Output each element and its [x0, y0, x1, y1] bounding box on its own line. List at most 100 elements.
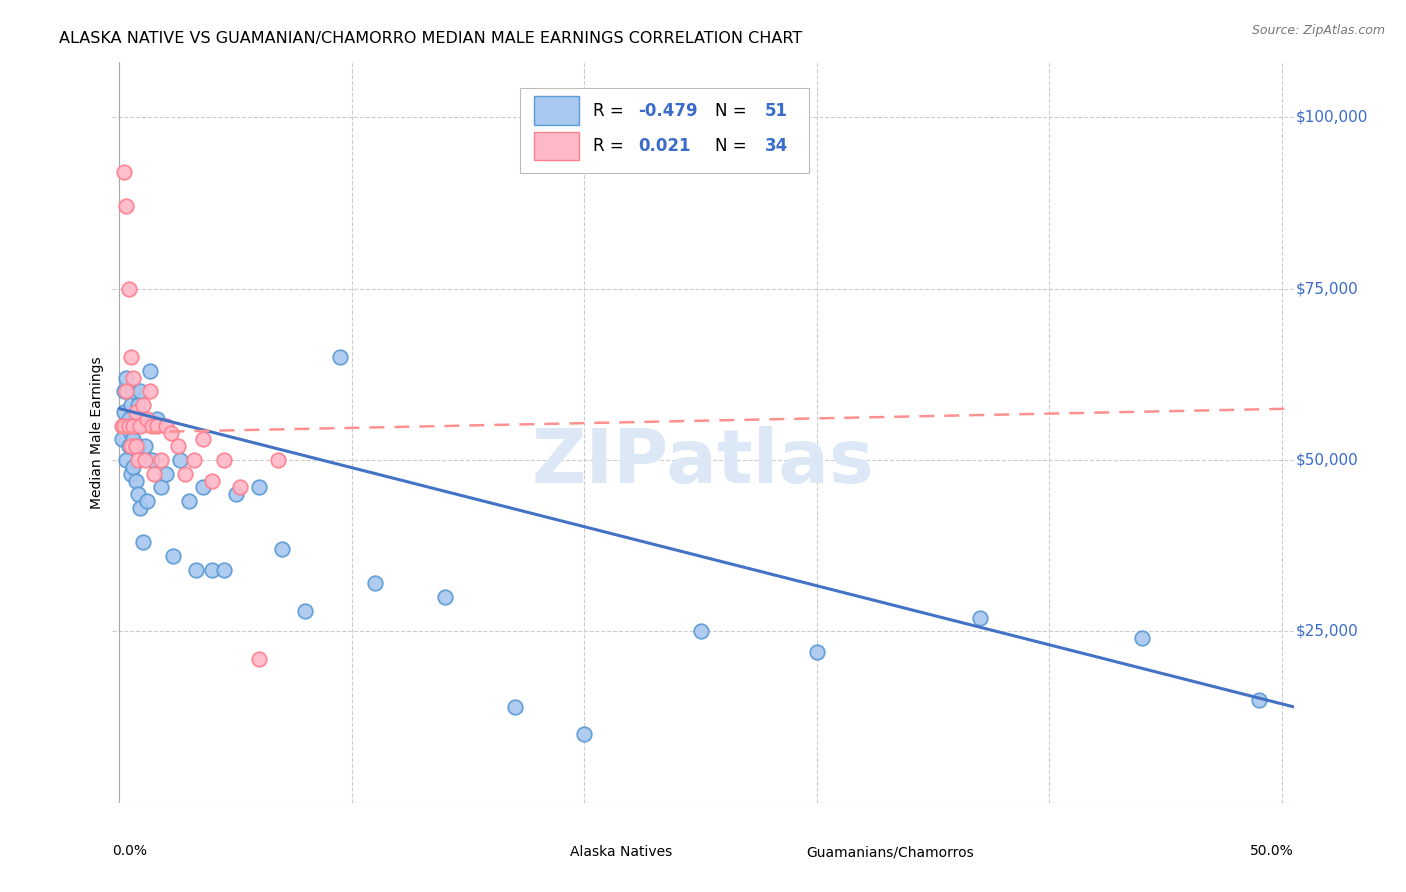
Point — [162, 549, 184, 563]
Point — [143, 467, 166, 481]
Point — [122, 433, 145, 447]
Text: 51: 51 — [765, 102, 787, 120]
Text: R =: R = — [593, 137, 628, 155]
Point — [125, 474, 148, 488]
Point — [150, 480, 173, 494]
Point — [225, 487, 247, 501]
Point — [125, 418, 148, 433]
Point — [201, 563, 224, 577]
Point — [969, 610, 991, 624]
Point — [112, 165, 135, 179]
Point — [433, 590, 456, 604]
Point — [150, 453, 173, 467]
Point — [191, 433, 214, 447]
Point — [247, 480, 270, 494]
Point — [129, 418, 152, 433]
Point — [136, 494, 159, 508]
Point — [120, 350, 142, 364]
Point — [169, 453, 191, 467]
Point — [131, 398, 153, 412]
Point — [271, 542, 294, 557]
Point — [266, 453, 288, 467]
Point — [122, 371, 145, 385]
Y-axis label: Median Male Earnings: Median Male Earnings — [90, 356, 104, 509]
Point — [503, 699, 526, 714]
Point — [201, 474, 224, 488]
Point — [155, 418, 177, 433]
Point — [806, 645, 828, 659]
Point — [173, 467, 195, 481]
Point — [120, 467, 142, 481]
Text: N =: N = — [714, 137, 752, 155]
Point — [115, 453, 138, 467]
Bar — [768, 841, 794, 863]
FancyBboxPatch shape — [520, 88, 810, 173]
Point — [125, 405, 148, 419]
Point — [112, 405, 135, 419]
Point — [115, 371, 138, 385]
Point — [129, 384, 152, 399]
Text: 0.021: 0.021 — [638, 137, 690, 155]
Point — [134, 439, 156, 453]
Point — [118, 282, 141, 296]
Point — [191, 480, 214, 494]
Point — [574, 727, 596, 741]
Point — [120, 439, 142, 453]
Point — [136, 412, 159, 426]
Point — [118, 412, 141, 426]
Point — [125, 439, 148, 453]
Point — [212, 563, 235, 577]
Point — [122, 459, 145, 474]
Point — [145, 418, 167, 433]
Point — [155, 467, 177, 481]
Bar — [534, 96, 579, 125]
Point — [294, 604, 316, 618]
Point — [138, 364, 160, 378]
Point — [118, 418, 141, 433]
Text: R =: R = — [593, 102, 628, 120]
Text: Alaska Natives: Alaska Natives — [569, 846, 672, 859]
Point — [141, 453, 163, 467]
Text: Source: ZipAtlas.com: Source: ZipAtlas.com — [1251, 24, 1385, 37]
Point — [111, 433, 134, 447]
Point — [131, 412, 153, 426]
Text: Guamanians/Chamorros: Guamanians/Chamorros — [806, 846, 973, 859]
Text: 0.0%: 0.0% — [112, 844, 148, 857]
Point — [127, 453, 149, 467]
Point — [127, 487, 149, 501]
Point — [134, 453, 156, 467]
Point — [179, 494, 201, 508]
Text: $100,000: $100,000 — [1296, 110, 1368, 125]
Text: $75,000: $75,000 — [1296, 281, 1358, 296]
Point — [138, 384, 160, 399]
Text: 50.0%: 50.0% — [1250, 844, 1294, 857]
Point — [1247, 693, 1270, 707]
Point — [183, 453, 205, 467]
Text: $50,000: $50,000 — [1296, 452, 1358, 467]
Point — [689, 624, 711, 639]
Point — [115, 199, 138, 213]
Point — [120, 425, 142, 440]
Point — [122, 418, 145, 433]
Point — [111, 418, 134, 433]
Text: N =: N = — [714, 102, 752, 120]
Text: ALASKA NATIVE VS GUAMANIAN/CHAMORRO MEDIAN MALE EARNINGS CORRELATION CHART: ALASKA NATIVE VS GUAMANIAN/CHAMORRO MEDI… — [59, 31, 803, 46]
Point — [120, 398, 142, 412]
Point — [115, 384, 138, 399]
Bar — [534, 132, 579, 161]
Text: 34: 34 — [765, 137, 787, 155]
Point — [129, 501, 152, 516]
Point — [141, 418, 163, 433]
Point — [145, 412, 167, 426]
Point — [127, 439, 149, 453]
Point — [112, 384, 135, 399]
Point — [127, 398, 149, 412]
Point — [122, 384, 145, 399]
Point — [212, 453, 235, 467]
Point — [166, 439, 188, 453]
Text: ZIPatlas: ZIPatlas — [531, 425, 875, 499]
Point — [186, 563, 208, 577]
Point — [229, 480, 252, 494]
Bar — [531, 841, 558, 863]
Point — [364, 576, 387, 591]
